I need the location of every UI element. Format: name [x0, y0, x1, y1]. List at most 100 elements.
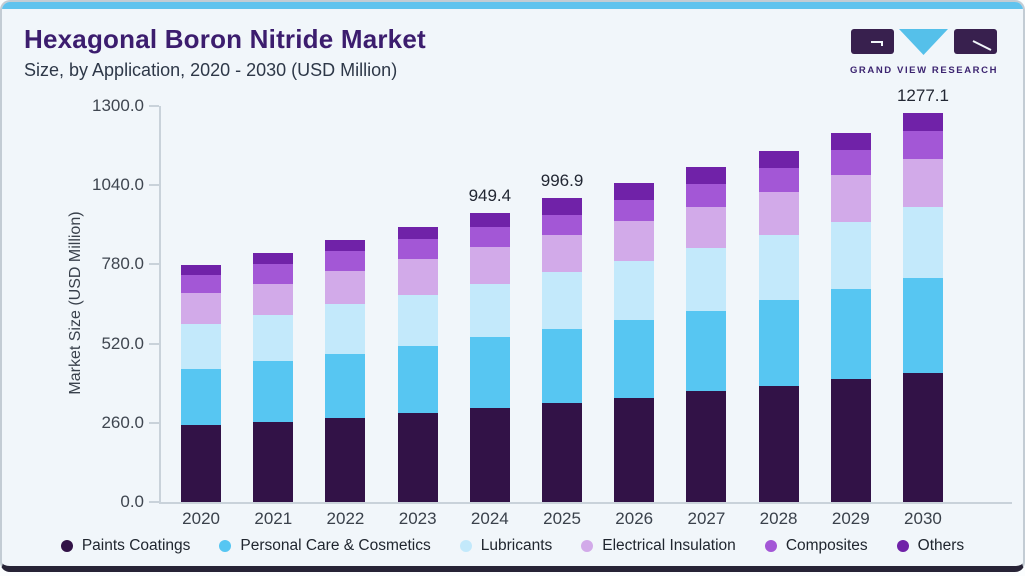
bar-segment — [758, 191, 799, 236]
legend-dot-icon — [581, 540, 594, 552]
bar-segment — [830, 288, 871, 380]
bar-total-label: 949.4 — [468, 185, 512, 205]
bar-column-2023 — [382, 106, 454, 502]
bar-segment — [469, 227, 510, 248]
bar-segment — [181, 323, 222, 369]
y-tick-label: 1040.0 — [92, 175, 144, 195]
legend-label: Lubricants — [480, 537, 553, 554]
plot-area — [159, 106, 1012, 504]
page-title: Hexagonal Boron Nitride Market — [24, 24, 426, 54]
bar-segment — [686, 247, 727, 312]
bar-column-2022 — [309, 106, 381, 502]
bar-segment — [397, 412, 438, 502]
bar-segment — [758, 300, 799, 386]
bar-segment — [830, 379, 871, 502]
legend-item: Electrical Insulation — [581, 537, 736, 555]
legend-item: Others — [896, 537, 965, 555]
bar-segment — [902, 372, 943, 502]
bar-stack — [325, 239, 366, 502]
bar-segment — [397, 239, 438, 260]
bar-segment — [253, 252, 294, 265]
y-tick-mark — [149, 184, 159, 187]
bar-column-2020 — [165, 106, 237, 502]
bar-column-2025: 996.9 — [526, 106, 598, 502]
bar-total-label: 1277.1 — [896, 85, 949, 105]
bar-stack — [253, 252, 294, 502]
bar-segment — [325, 304, 366, 354]
y-tick-mark — [149, 105, 159, 107]
bar-segment — [614, 260, 655, 321]
bar-segment — [542, 271, 583, 329]
gvr-logo-icon — [851, 29, 997, 55]
legend-label: Others — [917, 537, 965, 554]
legend-dot-icon — [459, 540, 472, 552]
page-subtitle: Size, by Application, 2020 - 2030 (USD M… — [24, 60, 398, 80]
bar-stack — [614, 183, 655, 502]
legend-label: Electrical Insulation — [602, 537, 736, 554]
x-tick-label: 2023 — [398, 509, 437, 528]
bar-segment — [253, 264, 294, 284]
bar-segment — [397, 227, 438, 240]
legend-item: Lubricants — [459, 537, 553, 555]
bar-segment — [325, 353, 366, 418]
bar-segment — [469, 408, 510, 502]
x-tick-label: 2027 — [687, 509, 726, 528]
bar-stack — [469, 212, 510, 502]
bar-segment — [614, 398, 655, 502]
x-tick-label: 2024 — [470, 509, 509, 528]
bar-stack — [542, 198, 583, 502]
header: Hexagonal Boron Nitride Market Size, by … — [24, 24, 426, 81]
legend-item: Personal Care & Cosmetics — [219, 537, 431, 555]
x-tick-label: 2022 — [326, 509, 365, 528]
bar-segment — [181, 264, 222, 276]
legend-item: Paints Coatings — [60, 537, 190, 555]
bar-segment — [253, 314, 294, 361]
y-tick-mark — [149, 263, 159, 266]
bar-segment — [902, 277, 943, 373]
bar-segment — [325, 417, 366, 502]
top-accent-bar — [2, 2, 1023, 9]
gvr-logo: GRAND VIEW RESEARCH — [849, 28, 999, 76]
y-tick-mark — [149, 501, 159, 503]
legend-item: Composites — [764, 537, 868, 555]
bar-stack — [181, 264, 222, 502]
bar-column-2021 — [237, 106, 309, 502]
legend-label: Composites — [785, 537, 868, 554]
bar-segment — [902, 113, 943, 132]
bar-segment — [902, 206, 943, 278]
y-tick-label: 780.0 — [101, 254, 144, 274]
bar-segment — [542, 235, 583, 272]
bar-segment — [253, 283, 294, 315]
bar-segment — [686, 391, 727, 502]
y-tick-label: 260.0 — [101, 412, 144, 432]
bar-segment — [469, 247, 510, 284]
x-tick-label: 2025 — [543, 509, 581, 528]
bar-segment — [181, 293, 222, 324]
bar-stack — [397, 227, 438, 502]
legend-dot-icon — [60, 540, 73, 552]
bar-segment — [758, 150, 799, 169]
bar-column-2029 — [815, 106, 887, 502]
bar-segment — [830, 221, 871, 289]
y-tick-mark — [149, 421, 159, 424]
bar-segment — [758, 235, 799, 301]
legend: Paints Coatings Personal Care & Cosmetics… — [2, 537, 1023, 555]
bar-segment — [614, 221, 655, 261]
bar-segment — [181, 368, 222, 425]
bar-segment — [325, 239, 366, 252]
bar-segment — [253, 421, 294, 502]
bar-segment — [614, 200, 655, 222]
bar-segment — [830, 132, 871, 151]
bar-segment — [397, 259, 438, 296]
legend-dot-icon — [896, 540, 909, 552]
bar-column-2027 — [670, 106, 742, 502]
bar-column-2024: 949.4 — [454, 106, 526, 502]
bar-stack — [830, 132, 871, 502]
bar-segment — [686, 184, 727, 207]
bar-column-2028 — [743, 106, 815, 502]
y-tick-label: 1300.0 — [92, 96, 144, 115]
bars-container: 949.4 996.9 1277.1 — [161, 86, 1010, 502]
bar-stack — [902, 113, 943, 502]
x-axis-labels: 2020 2021 2022 2023 2024 2025 2026 2027 2028 2029… — [161, 509, 1010, 529]
